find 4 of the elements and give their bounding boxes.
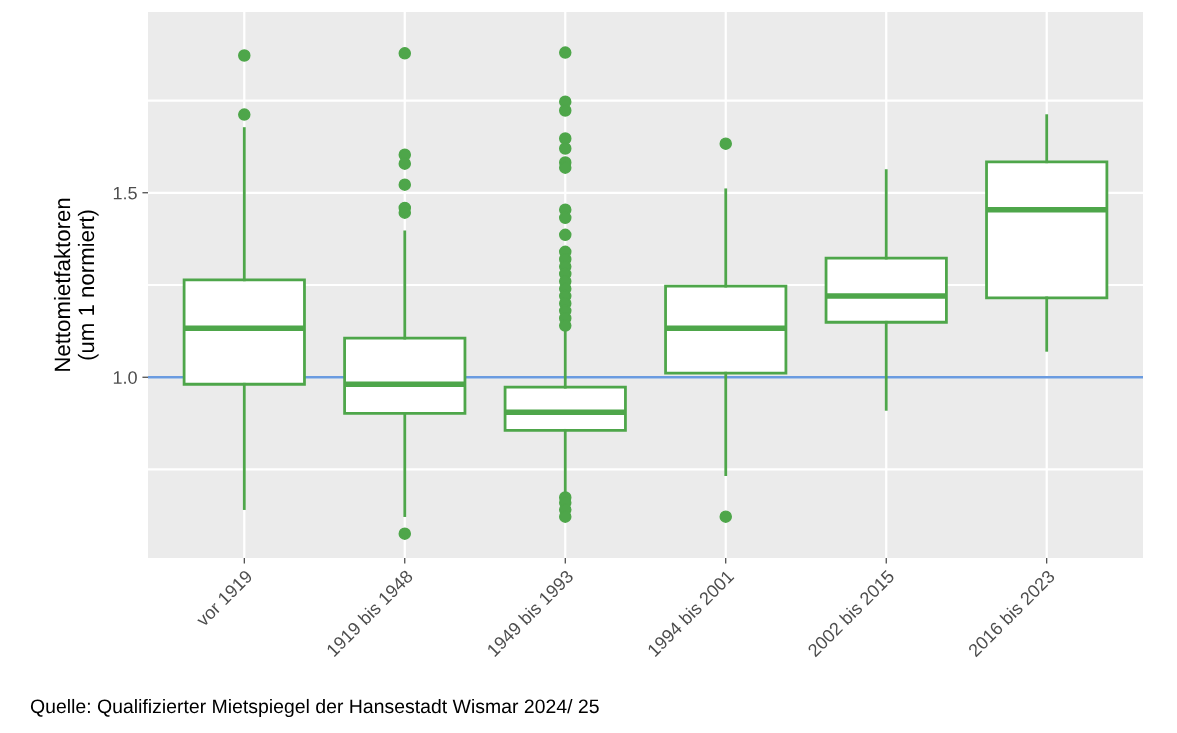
- y-tick-label: 1.5: [113, 186, 137, 200]
- y-tick-label: 1.0: [113, 371, 137, 384]
- source-note: Quelle: Qualifizierter Mietspiegel der Hansestadt Wismar 2024/ 25: [30, 698, 599, 718]
- y-axis-title: Nettomietfaktoren (um 1 normiert): [53, 198, 99, 371]
